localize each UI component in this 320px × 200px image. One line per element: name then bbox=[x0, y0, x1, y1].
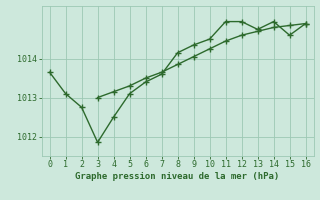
X-axis label: Graphe pression niveau de la mer (hPa): Graphe pression niveau de la mer (hPa) bbox=[76, 172, 280, 181]
